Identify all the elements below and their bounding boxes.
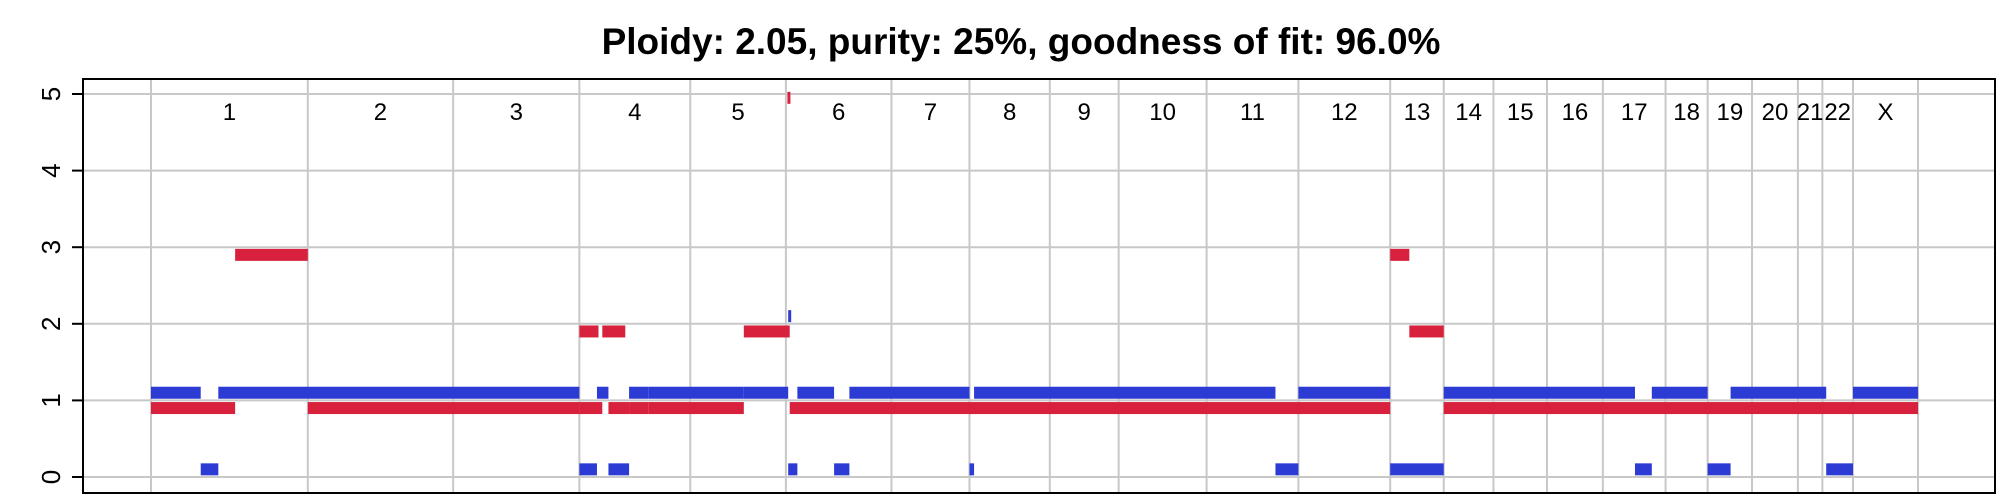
chromosome-label: 11 — [1240, 99, 1265, 126]
minor-allele-segment — [849, 386, 970, 399]
chromosome-label: 9 — [1078, 99, 1091, 126]
chromosome-label: 13 — [1404, 99, 1431, 126]
minor-allele-segment — [969, 463, 975, 476]
minor-allele-segment — [1707, 463, 1731, 476]
chromosome-label: 16 — [1562, 99, 1589, 126]
segment-layer — [151, 91, 1918, 476]
chromosome-label: 8 — [1003, 99, 1016, 126]
chromosome-label: 21 — [1797, 99, 1824, 126]
y-axis: 0 1 2 3 4 5 — [36, 87, 84, 484]
major-allele-segment — [579, 325, 599, 338]
minor-allele-segment — [1852, 386, 1918, 399]
minor-allele-segment — [834, 463, 850, 476]
minor-allele-segment — [648, 386, 744, 399]
minor-allele-segment — [743, 386, 789, 399]
minor-allele-segment — [1634, 463, 1652, 476]
minor-allele-segment — [151, 386, 201, 399]
minor-allele-segment — [608, 463, 630, 476]
minor-allele-segment — [1390, 463, 1444, 476]
chromosome-label: 6 — [832, 99, 845, 126]
major-allele-segment — [1443, 402, 1918, 415]
minor-allele-segment — [1275, 463, 1299, 476]
plot-frame — [82, 78, 1996, 494]
minor-allele-segment — [788, 463, 798, 476]
major-allele-segment — [151, 402, 236, 415]
chromosome-label: 20 — [1762, 99, 1789, 126]
major-allele-segment — [307, 402, 580, 415]
chromosome-label: 19 — [1716, 99, 1743, 126]
major-allele-segment — [648, 402, 744, 415]
chromosome-label: 1 — [223, 99, 236, 126]
y-tick-label: 4 — [36, 163, 66, 177]
chart-title: Ploidy: 2.05, purity: 25%, goodness of f… — [602, 21, 1441, 62]
minor-allele-segment — [1826, 463, 1853, 476]
minor-allele-segment — [200, 463, 219, 476]
chromosome-label: 2 — [374, 99, 387, 126]
major-allele-segment — [1409, 325, 1444, 338]
chromosome-label: 18 — [1673, 99, 1700, 126]
chromosome-label: 17 — [1621, 99, 1648, 126]
grid-layer — [84, 80, 1994, 492]
chromosome-label: 15 — [1507, 99, 1534, 126]
major-allele-segment — [602, 325, 626, 338]
chromosome-label: 22 — [1824, 99, 1851, 126]
major-allele-segment — [629, 402, 649, 415]
minor-allele-segment — [218, 386, 580, 399]
chromosome-labels: 1 2 3 4 5 6 7 8 9 10 11 12 13 14 15 16 17 18 19 20 21 22 X — [223, 99, 1894, 126]
chromosome-label: 7 — [924, 99, 937, 126]
minor-allele-segment — [788, 310, 792, 323]
chromosome-label: 4 — [628, 99, 641, 126]
chromosome-label: 12 — [1331, 99, 1358, 126]
chromosome-label: 5 — [731, 99, 744, 126]
y-tick-label: 2 — [36, 317, 66, 331]
chromosome-label: 14 — [1455, 99, 1482, 126]
minor-allele-segment — [1730, 386, 1827, 399]
major-allele-segment — [235, 248, 308, 261]
y-tick-label: 5 — [36, 87, 66, 101]
chromosome-label: 10 — [1149, 99, 1176, 126]
major-allele-segment — [579, 402, 603, 415]
minor-allele-segment — [1651, 386, 1708, 399]
major-allele-segment — [743, 325, 790, 338]
minor-allele-segment — [579, 463, 597, 476]
minor-allele-segment — [974, 386, 1276, 399]
y-tick-label: 0 — [36, 470, 66, 484]
minor-allele-segment — [797, 386, 835, 399]
major-allele-segment — [787, 91, 791, 104]
y-tick-label: 3 — [36, 240, 66, 254]
major-allele-segment — [1390, 248, 1410, 261]
minor-allele-segment — [596, 386, 609, 399]
minor-allele-segment — [1298, 386, 1391, 399]
chromosome-label: X — [1877, 99, 1893, 126]
chromosome-label: 3 — [510, 99, 523, 126]
minor-allele-segment — [1443, 386, 1635, 399]
major-allele-segment — [789, 402, 1391, 415]
minor-allele-segment — [629, 386, 649, 399]
major-allele-segment — [608, 402, 630, 415]
y-tick-label: 1 — [36, 393, 66, 407]
